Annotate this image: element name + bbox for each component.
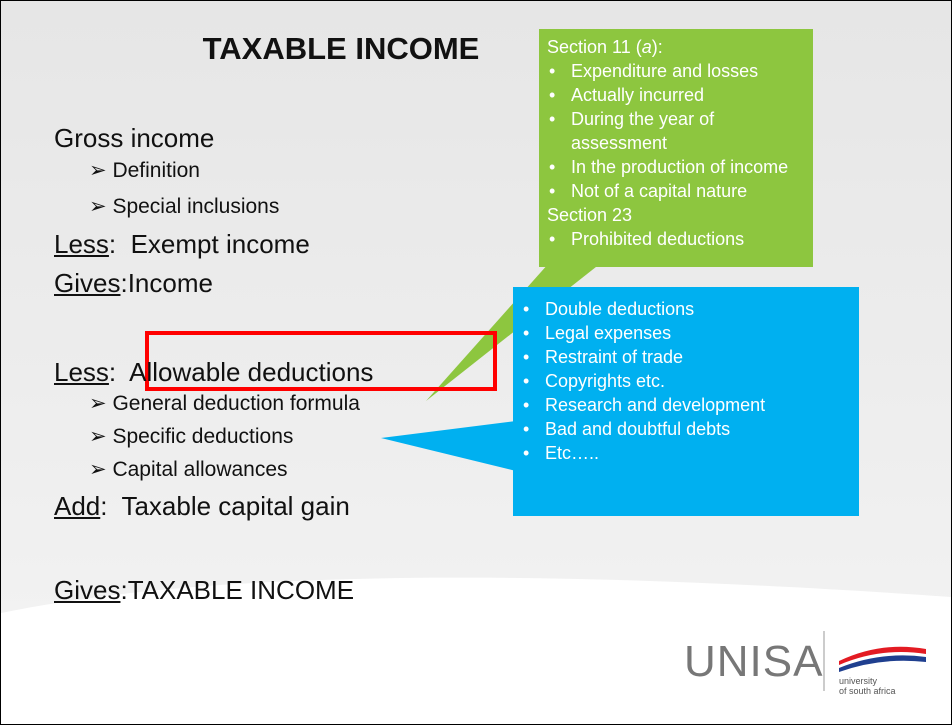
text-line: ➢ Specific deductions [89, 424, 293, 449]
bottom-wave [1, 577, 951, 724]
arrow-bullet: ➢ [89, 159, 113, 182]
underlined-lead: Less [54, 357, 109, 387]
underlined-lead: Add [54, 491, 101, 521]
text-line: ➢ Definition [89, 158, 200, 183]
highlight-box [145, 331, 497, 391]
underlined-lead: Gives [54, 575, 121, 605]
callout-heading: Section 11 (a): [547, 35, 805, 59]
bullet-item: Restraint of trade [523, 345, 851, 369]
heading-text: ): [651, 37, 663, 57]
line-text: : Taxable capital gain [100, 491, 350, 521]
arrow-bullet: ➢ [89, 425, 113, 448]
bullet-item: Research and development [523, 393, 851, 417]
bullet-item: Legal expenses [523, 321, 851, 345]
heading-italic: a [641, 37, 652, 57]
text-line: Add: Taxable capital gain [54, 491, 350, 522]
text-line: ➢ Capital allowances [89, 457, 288, 482]
bullet-item: Etc….. [523, 441, 851, 465]
text-line: ➢ Special inclusions [89, 194, 279, 219]
blue-pointer [381, 421, 516, 471]
underlined-lead: Less [54, 229, 109, 259]
line-text: :TAXABLE INCOME [120, 575, 355, 605]
callout-heading: Section 23 [547, 205, 633, 225]
underlined-lead: Gives [54, 268, 121, 298]
heading-text: Section 11 ( [547, 37, 642, 57]
bullet-item: In the production of income [549, 155, 805, 179]
bullet-item: Not of a capital nature [549, 179, 805, 203]
blue-callout: Double deductionsLegal expensesRestraint… [513, 287, 859, 516]
bullet-item: Double deductions [523, 297, 851, 321]
slide-title: TAXABLE INCOME [202, 31, 480, 66]
line-text: : Allowable deductions [108, 357, 374, 387]
line-text: General deduction formula [112, 392, 360, 415]
logo-subtitle: university of south africa [839, 676, 896, 696]
text-line: Gives:Income [54, 268, 213, 299]
bullet-item: Prohibited deductions [549, 227, 805, 251]
text-line: Less: Allowable deductions [54, 357, 373, 388]
green-callout: Section 11 (a): Expenditure and lossesAc… [539, 29, 813, 267]
line-text: Specific deductions [112, 425, 294, 448]
arrow-bullet: ➢ [89, 195, 113, 218]
arrow-bullet: ➢ [89, 458, 113, 481]
logo-swoosh-red [839, 646, 926, 665]
line-text: Special inclusions [112, 195, 280, 218]
logo-swoosh-blue [839, 655, 926, 672]
line-text: Capital allowances [112, 458, 288, 481]
arrow-bullet: ➢ [89, 392, 113, 415]
bullet-item: Expenditure and losses [549, 59, 805, 83]
bullet-item: During the year of assessment [549, 107, 805, 155]
line-text: :Income [120, 268, 213, 298]
line-text: Gross income [54, 123, 215, 153]
line-text: Definition [112, 159, 200, 182]
bullet-item: Copyrights etc. [523, 369, 851, 393]
logo-text: UNISA [684, 637, 824, 686]
text-line: Less: Exempt income [54, 229, 310, 260]
bullet-item: Bad and doubtful debts [523, 417, 851, 441]
text-line: Gives:TAXABLE INCOME [54, 575, 354, 606]
line-text: : Exempt income [108, 229, 310, 259]
bullet-item: Actually incurred [549, 83, 805, 107]
text-line: ➢ General deduction formula [89, 391, 360, 416]
text-line: Gross income [54, 123, 214, 154]
